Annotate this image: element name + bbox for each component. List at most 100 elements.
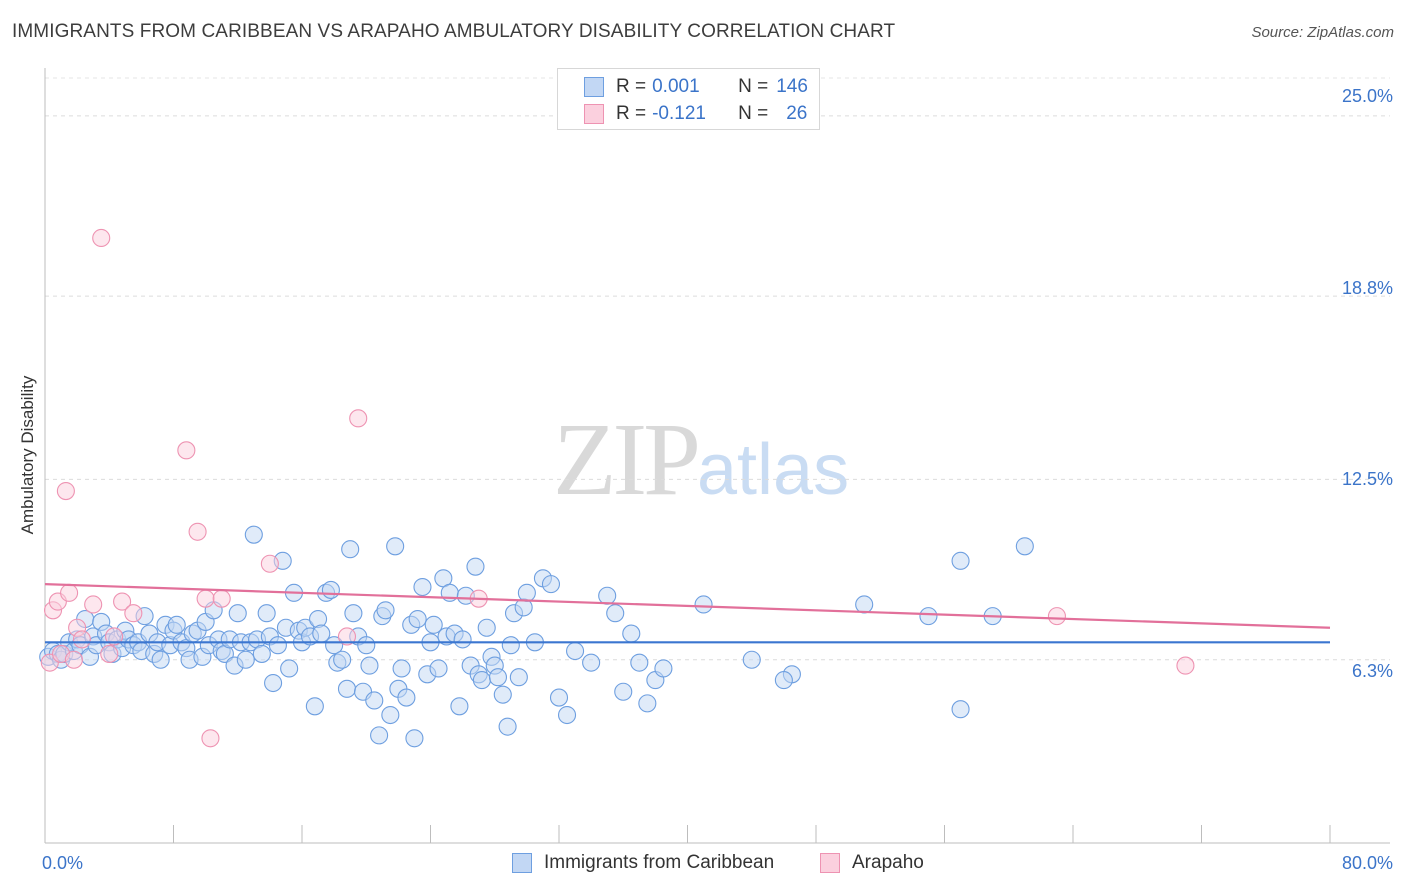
caribbean-point — [509, 668, 528, 687]
caribbean-point — [365, 691, 384, 710]
legend-swatch-pink — [584, 104, 604, 124]
caribbean-point — [429, 659, 448, 678]
caribbean-point — [453, 630, 472, 649]
caribbean-point — [151, 650, 170, 669]
arapaho-point — [1176, 656, 1195, 675]
caribbean-point — [321, 580, 340, 599]
caribbean-point — [341, 540, 360, 559]
caribbean-point — [1015, 537, 1034, 556]
caribbean-point — [630, 653, 649, 672]
caribbean-point — [228, 604, 247, 623]
watermark-atlas: atlas — [697, 430, 850, 510]
bottom-legend-label: Immigrants from Caribbean — [544, 852, 775, 873]
caribbean-point — [264, 673, 283, 693]
caribbean-point — [381, 705, 400, 725]
caribbean-point — [325, 636, 344, 655]
arapaho-point — [1047, 607, 1066, 626]
legend-n-label: N = — [738, 76, 769, 97]
caribbean-point — [606, 604, 625, 623]
caribbean-point — [614, 682, 633, 701]
caribbean-point — [360, 656, 379, 675]
series-caribbean-points — [39, 525, 1034, 748]
caribbean-point — [397, 688, 416, 707]
caribbean-point — [386, 537, 405, 556]
legend-swatch-blue — [584, 77, 604, 97]
caribbean-point — [167, 615, 186, 634]
caribbean-point — [344, 604, 363, 623]
caribbean-point — [919, 607, 938, 626]
axes — [44, 68, 1390, 844]
caribbean-point — [252, 644, 271, 663]
caribbean-point — [370, 726, 389, 745]
caribbean-point — [450, 697, 469, 716]
arapaho-point — [196, 589, 215, 608]
caribbean-point — [405, 729, 424, 748]
bottom-legend-label: Arapaho — [852, 852, 924, 873]
caribbean-point — [541, 575, 561, 594]
legend-r-label: R = — [616, 103, 647, 124]
legend-row-arapaho: R = -0.121 N = 26 — [584, 101, 807, 127]
caribbean-point — [392, 659, 411, 678]
caribbean-point — [742, 650, 761, 669]
caribbean-point — [424, 615, 443, 634]
caribbean-point — [357, 636, 376, 655]
arapaho-point — [188, 522, 207, 541]
x-tick-label: 0.0% — [42, 853, 84, 873]
caribbean-point — [413, 577, 432, 597]
arapaho-point — [260, 554, 279, 573]
x-tick-label: 80.0% — [1341, 853, 1393, 873]
y-tick-label: 18.8% — [1341, 278, 1393, 298]
caribbean-point — [236, 650, 255, 669]
caribbean-point — [598, 586, 617, 605]
caribbean-point — [774, 671, 793, 690]
gridlines — [45, 77, 1390, 661]
caribbean-point — [376, 601, 395, 620]
arapaho-point — [84, 595, 103, 614]
caribbean-point — [466, 557, 485, 576]
caribbean-point — [951, 551, 970, 570]
caribbean-point — [654, 659, 673, 678]
legend-r-value: 0.001 — [652, 76, 700, 97]
caribbean-point — [305, 697, 324, 716]
y-tick-label: 6.3% — [1351, 661, 1393, 681]
caribbean-point — [951, 700, 970, 719]
caribbean-point — [622, 624, 641, 643]
legend-row-caribbean: R = 0.001 N = 146 — [584, 74, 808, 100]
caribbean-point — [477, 618, 496, 637]
arapaho-point — [64, 650, 83, 669]
arapaho-point — [201, 729, 220, 748]
legend-r-value: -0.121 — [652, 103, 706, 124]
source-credit: Source: ZipAtlas.com — [1251, 24, 1394, 41]
arapaho-point — [337, 627, 357, 646]
legend-n-value: 146 — [776, 76, 808, 97]
zipatlas-watermark: ZIPatlas — [553, 400, 849, 519]
caribbean-point — [582, 653, 601, 672]
y-tick-label: 25.0% — [1341, 86, 1393, 106]
bottom-legend-swatch-pink — [820, 853, 840, 873]
arapaho-point — [212, 589, 231, 608]
arapaho-point — [60, 583, 79, 602]
caribbean-point — [333, 650, 352, 669]
caribbean-point — [268, 636, 287, 655]
caribbean-point — [549, 688, 569, 707]
legend-n-value: 26 — [786, 103, 808, 124]
caribbean-point — [280, 659, 299, 678]
caribbean-point — [498, 717, 517, 736]
arapaho-point — [92, 228, 111, 248]
arapaho-point — [349, 409, 368, 428]
arapaho-point — [100, 644, 119, 663]
caribbean-point — [257, 604, 276, 623]
caribbean-point — [493, 685, 512, 704]
caribbean-point — [638, 694, 657, 713]
arapaho-point — [124, 604, 143, 623]
arapaho-point — [105, 627, 124, 646]
caribbean-point — [517, 583, 536, 602]
bottom-legend-swatch-blue — [512, 853, 532, 873]
caribbean-point — [501, 636, 520, 655]
caribbean-point — [855, 595, 874, 614]
y-tick-label: 12.5% — [1341, 469, 1393, 489]
y-axis-label: Ambulatory Disability — [18, 375, 37, 535]
caribbean-point — [488, 668, 508, 687]
caribbean-point — [557, 705, 577, 725]
